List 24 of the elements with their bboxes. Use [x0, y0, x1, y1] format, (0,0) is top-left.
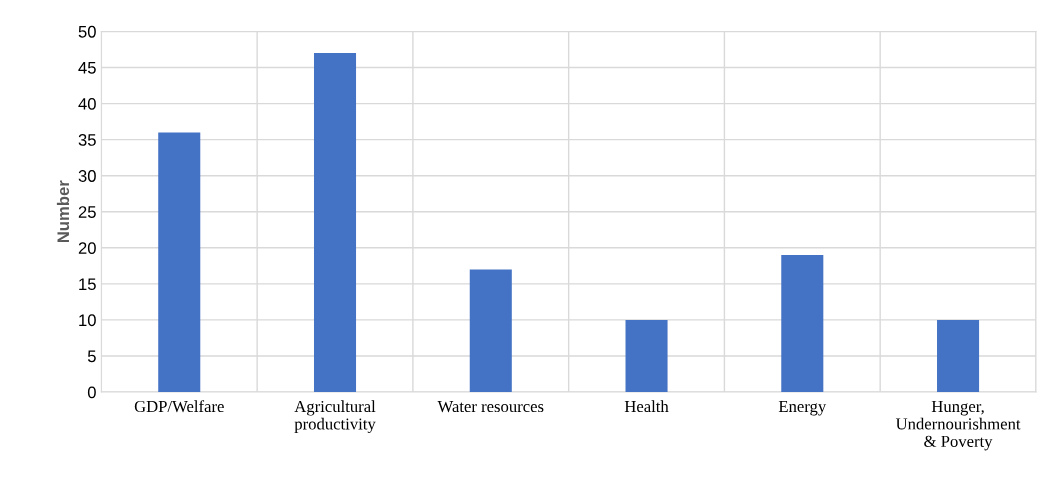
- y-tick-label: 5: [87, 350, 96, 363]
- bar: [625, 319, 668, 393]
- y-tick-label: 30: [78, 170, 96, 182]
- y-tick-label: 50: [78, 25, 96, 38]
- y-tick-label: 45: [78, 62, 96, 74]
- bar: [313, 53, 357, 393]
- y-tick-label: 25: [78, 206, 96, 218]
- y-tick-label: 35: [78, 134, 96, 146]
- y-tick-label: 40: [78, 97, 96, 110]
- x-tick-label: Water resources: [437, 401, 544, 413]
- x-tick-label: Health: [624, 400, 669, 413]
- y-tick-label: 0: [87, 386, 96, 399]
- x-tick-label: GDP/Welfare: [134, 400, 224, 413]
- y-axis-title: Number: [56, 180, 70, 243]
- y-tick-label: 20: [78, 242, 96, 255]
- bar: [469, 269, 512, 393]
- y-tick-label: 10: [79, 314, 96, 327]
- bar: [158, 132, 201, 393]
- bar: [781, 255, 824, 393]
- x-tick-label: Hunger, Undernourishment & Poverty: [895, 400, 1021, 451]
- x-tick-label: Energy: [778, 400, 827, 416]
- y-tick-label: 15: [79, 278, 96, 291]
- bar: [937, 319, 980, 393]
- x-tick-label: Agricultural productivity: [294, 400, 376, 434]
